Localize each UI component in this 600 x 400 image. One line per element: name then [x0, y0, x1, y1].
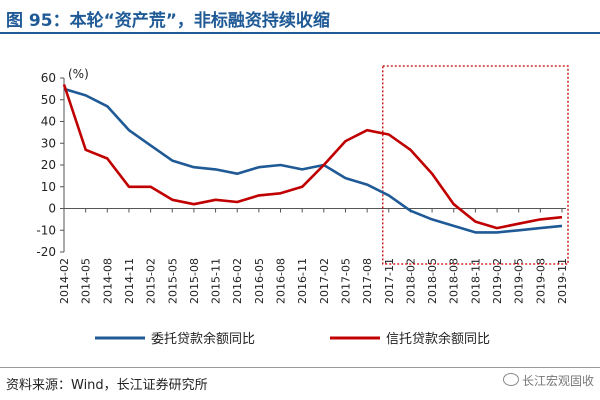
x-tick-label: 2015-08 — [188, 258, 201, 304]
chart-title: 图 95：本轮“资产荒”，非标融资持续收缩 — [6, 11, 330, 31]
x-tick-label: 2019-11 — [556, 258, 569, 304]
y-tick-label: 0 — [48, 202, 56, 216]
y-tick-label: 20 — [41, 158, 56, 172]
x-tick-label: 2015-11 — [210, 258, 223, 304]
x-tick-label: 2017-08 — [361, 258, 374, 304]
x-tick-label: 2019-08 — [534, 258, 547, 304]
series-group — [62, 84, 563, 234]
y-tick-label: 10 — [41, 180, 56, 194]
source-note: 资料来源：Wind，长江证券研究所 — [6, 378, 208, 393]
title-rule — [0, 32, 600, 34]
wechat-icon — [502, 373, 519, 386]
x-tick-label: 2018-02 — [404, 258, 417, 304]
x-tick-label: 2018-08 — [448, 258, 461, 304]
highlight-box-group — [382, 65, 569, 265]
legend-label-2: 信托贷款余额同比 — [386, 331, 490, 347]
x-tick-label: 2015-02 — [145, 258, 158, 304]
highlight-box — [382, 65, 569, 265]
watermark-label: 长江宏观固收 — [521, 374, 594, 388]
y-unit-label: (%) — [68, 67, 89, 81]
y-tick-label: -20 — [36, 245, 56, 259]
y-tick-label: 60 — [41, 71, 56, 85]
y-tick-label: 50 — [41, 93, 56, 107]
y-tick-label: 30 — [41, 136, 56, 150]
x-tick-label: 2017-11 — [383, 258, 396, 304]
x-tick-label: 2014-02 — [58, 258, 71, 304]
y-tick-label: 40 — [41, 115, 56, 129]
series-line-2 — [62, 84, 563, 230]
x-tick-label: 2019-05 — [513, 258, 526, 304]
legend-label-1: 委托贷款余额同比 — [151, 331, 255, 347]
x-tick-label: 2016-11 — [296, 258, 309, 304]
source-rule — [0, 367, 600, 368]
x-tick-label: 2017-02 — [318, 258, 331, 304]
x-tick-label: 2014-08 — [101, 258, 114, 304]
watermark: 长江宏观固收 — [502, 372, 594, 389]
series-line-1 — [63, 87, 563, 234]
x-tick-label: 2015-05 — [166, 258, 179, 304]
x-tick-label: 2014-05 — [80, 258, 93, 304]
x-tick-label: 2016-05 — [253, 258, 266, 304]
legend: 委托贷款余额同比 信托贷款余额同比 — [95, 331, 490, 347]
x-tick-label: 2017-05 — [339, 258, 352, 304]
x-tick-label: 2019-02 — [491, 258, 504, 304]
x-tick-label: 2016-08 — [275, 258, 288, 304]
y-tick-label: -10 — [36, 223, 56, 237]
x-tick-label: 2018-05 — [426, 258, 439, 304]
x-tick-label: 2018-11 — [469, 258, 482, 304]
x-tick-label: 2016-02 — [231, 258, 244, 304]
x-tick-label: 2014-11 — [123, 258, 136, 304]
